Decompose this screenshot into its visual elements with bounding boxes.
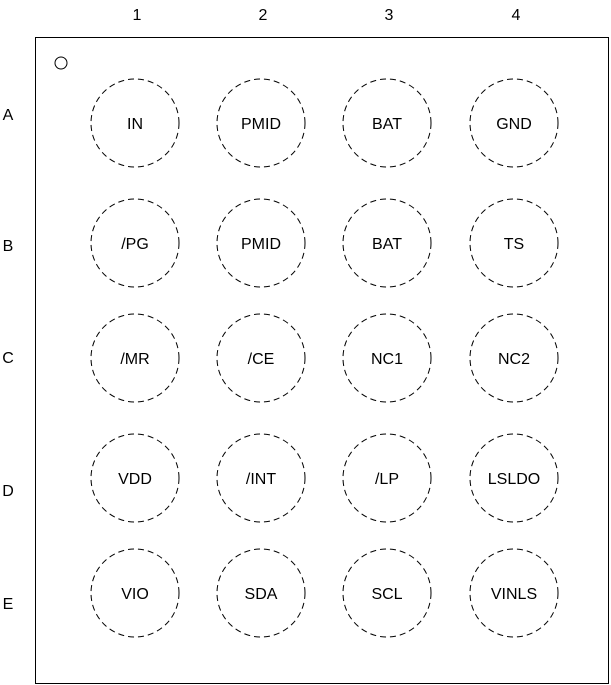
row-label: A [3,107,14,124]
pin-name: SDA [245,586,278,603]
ball-pin: NC1 [342,313,432,403]
pin-name: LSLDO [488,471,540,488]
row-label: B [3,238,14,255]
ball-outline [90,78,180,168]
pin1-marker-icon [54,56,68,70]
ball-pin: /CE [216,313,306,403]
ball-outline [342,548,432,638]
package-outline [35,37,609,684]
ball-outline [90,198,180,288]
ball-pin: /MR [90,313,180,403]
ball-outline [469,198,559,288]
ball-pin: /LP [342,433,432,523]
pin-name: PMID [241,116,281,133]
ball-pin: TS [469,198,559,288]
ball-outline [469,313,559,403]
row-label: C [2,350,14,367]
pin-name: /PG [121,236,149,253]
ball-pin: SCL [342,548,432,638]
ball-outline [342,433,432,523]
ball-outline [342,313,432,403]
ball-outline [216,78,306,168]
pin-name: PMID [241,236,281,253]
ball-pin: BAT [342,198,432,288]
pin-name: TS [504,236,524,253]
ball-pin: PMID [216,78,306,168]
ball-pin: /INT [216,433,306,523]
ball-outline [216,198,306,288]
ball-outline [90,313,180,403]
pin-name: VINLS [491,586,537,603]
pin-name: IN [127,116,143,133]
pin-name: BAT [372,116,402,133]
pin-name: GND [496,116,532,133]
pin-name: BAT [372,236,402,253]
ball-outline [90,548,180,638]
ball-pin: GND [469,78,559,168]
ball-pin: BAT [342,78,432,168]
pin-name: /MR [120,351,149,368]
ball-pin: SDA [216,548,306,638]
pin-name: /LP [375,471,399,488]
column-label: 1 [133,7,142,24]
ball-pin: VINLS [469,548,559,638]
pin-name: NC2 [498,351,530,368]
ball-pin: PMID [216,198,306,288]
ball-outline [216,548,306,638]
pin-name: VIO [121,586,149,603]
row-label: D [2,483,14,500]
ball-pin: VDD [90,433,180,523]
pin-name: /INT [246,471,276,488]
pin-name: /CE [248,351,275,368]
column-label: 4 [512,7,521,24]
ball-pin: /PG [90,198,180,288]
ball-outline [216,313,306,403]
column-label: 3 [385,7,394,24]
pin-name: VDD [118,471,152,488]
ball-outline [342,198,432,288]
ball-outline [469,78,559,168]
ball-pin: NC2 [469,313,559,403]
ball-outline [469,548,559,638]
ball-pin: VIO [90,548,180,638]
ball-outline [216,433,306,523]
row-label: E [3,596,14,613]
column-label: 2 [259,7,268,24]
ball-pin: LSLDO [469,433,559,523]
pin-name: SCL [371,586,402,603]
pin-name: NC1 [371,351,403,368]
ball-outline [342,78,432,168]
ball-outline [90,433,180,523]
ball-outline [469,433,559,523]
ball-pin: IN [90,78,180,168]
